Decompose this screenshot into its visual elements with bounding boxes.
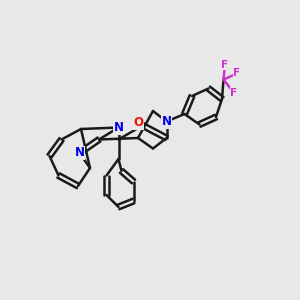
- Text: O: O: [133, 116, 143, 130]
- Text: N: N: [74, 146, 85, 160]
- Text: F: F: [233, 68, 241, 79]
- Text: N: N: [113, 121, 124, 134]
- Text: F: F: [221, 59, 229, 70]
- Text: N: N: [161, 115, 172, 128]
- Text: F: F: [230, 88, 238, 98]
